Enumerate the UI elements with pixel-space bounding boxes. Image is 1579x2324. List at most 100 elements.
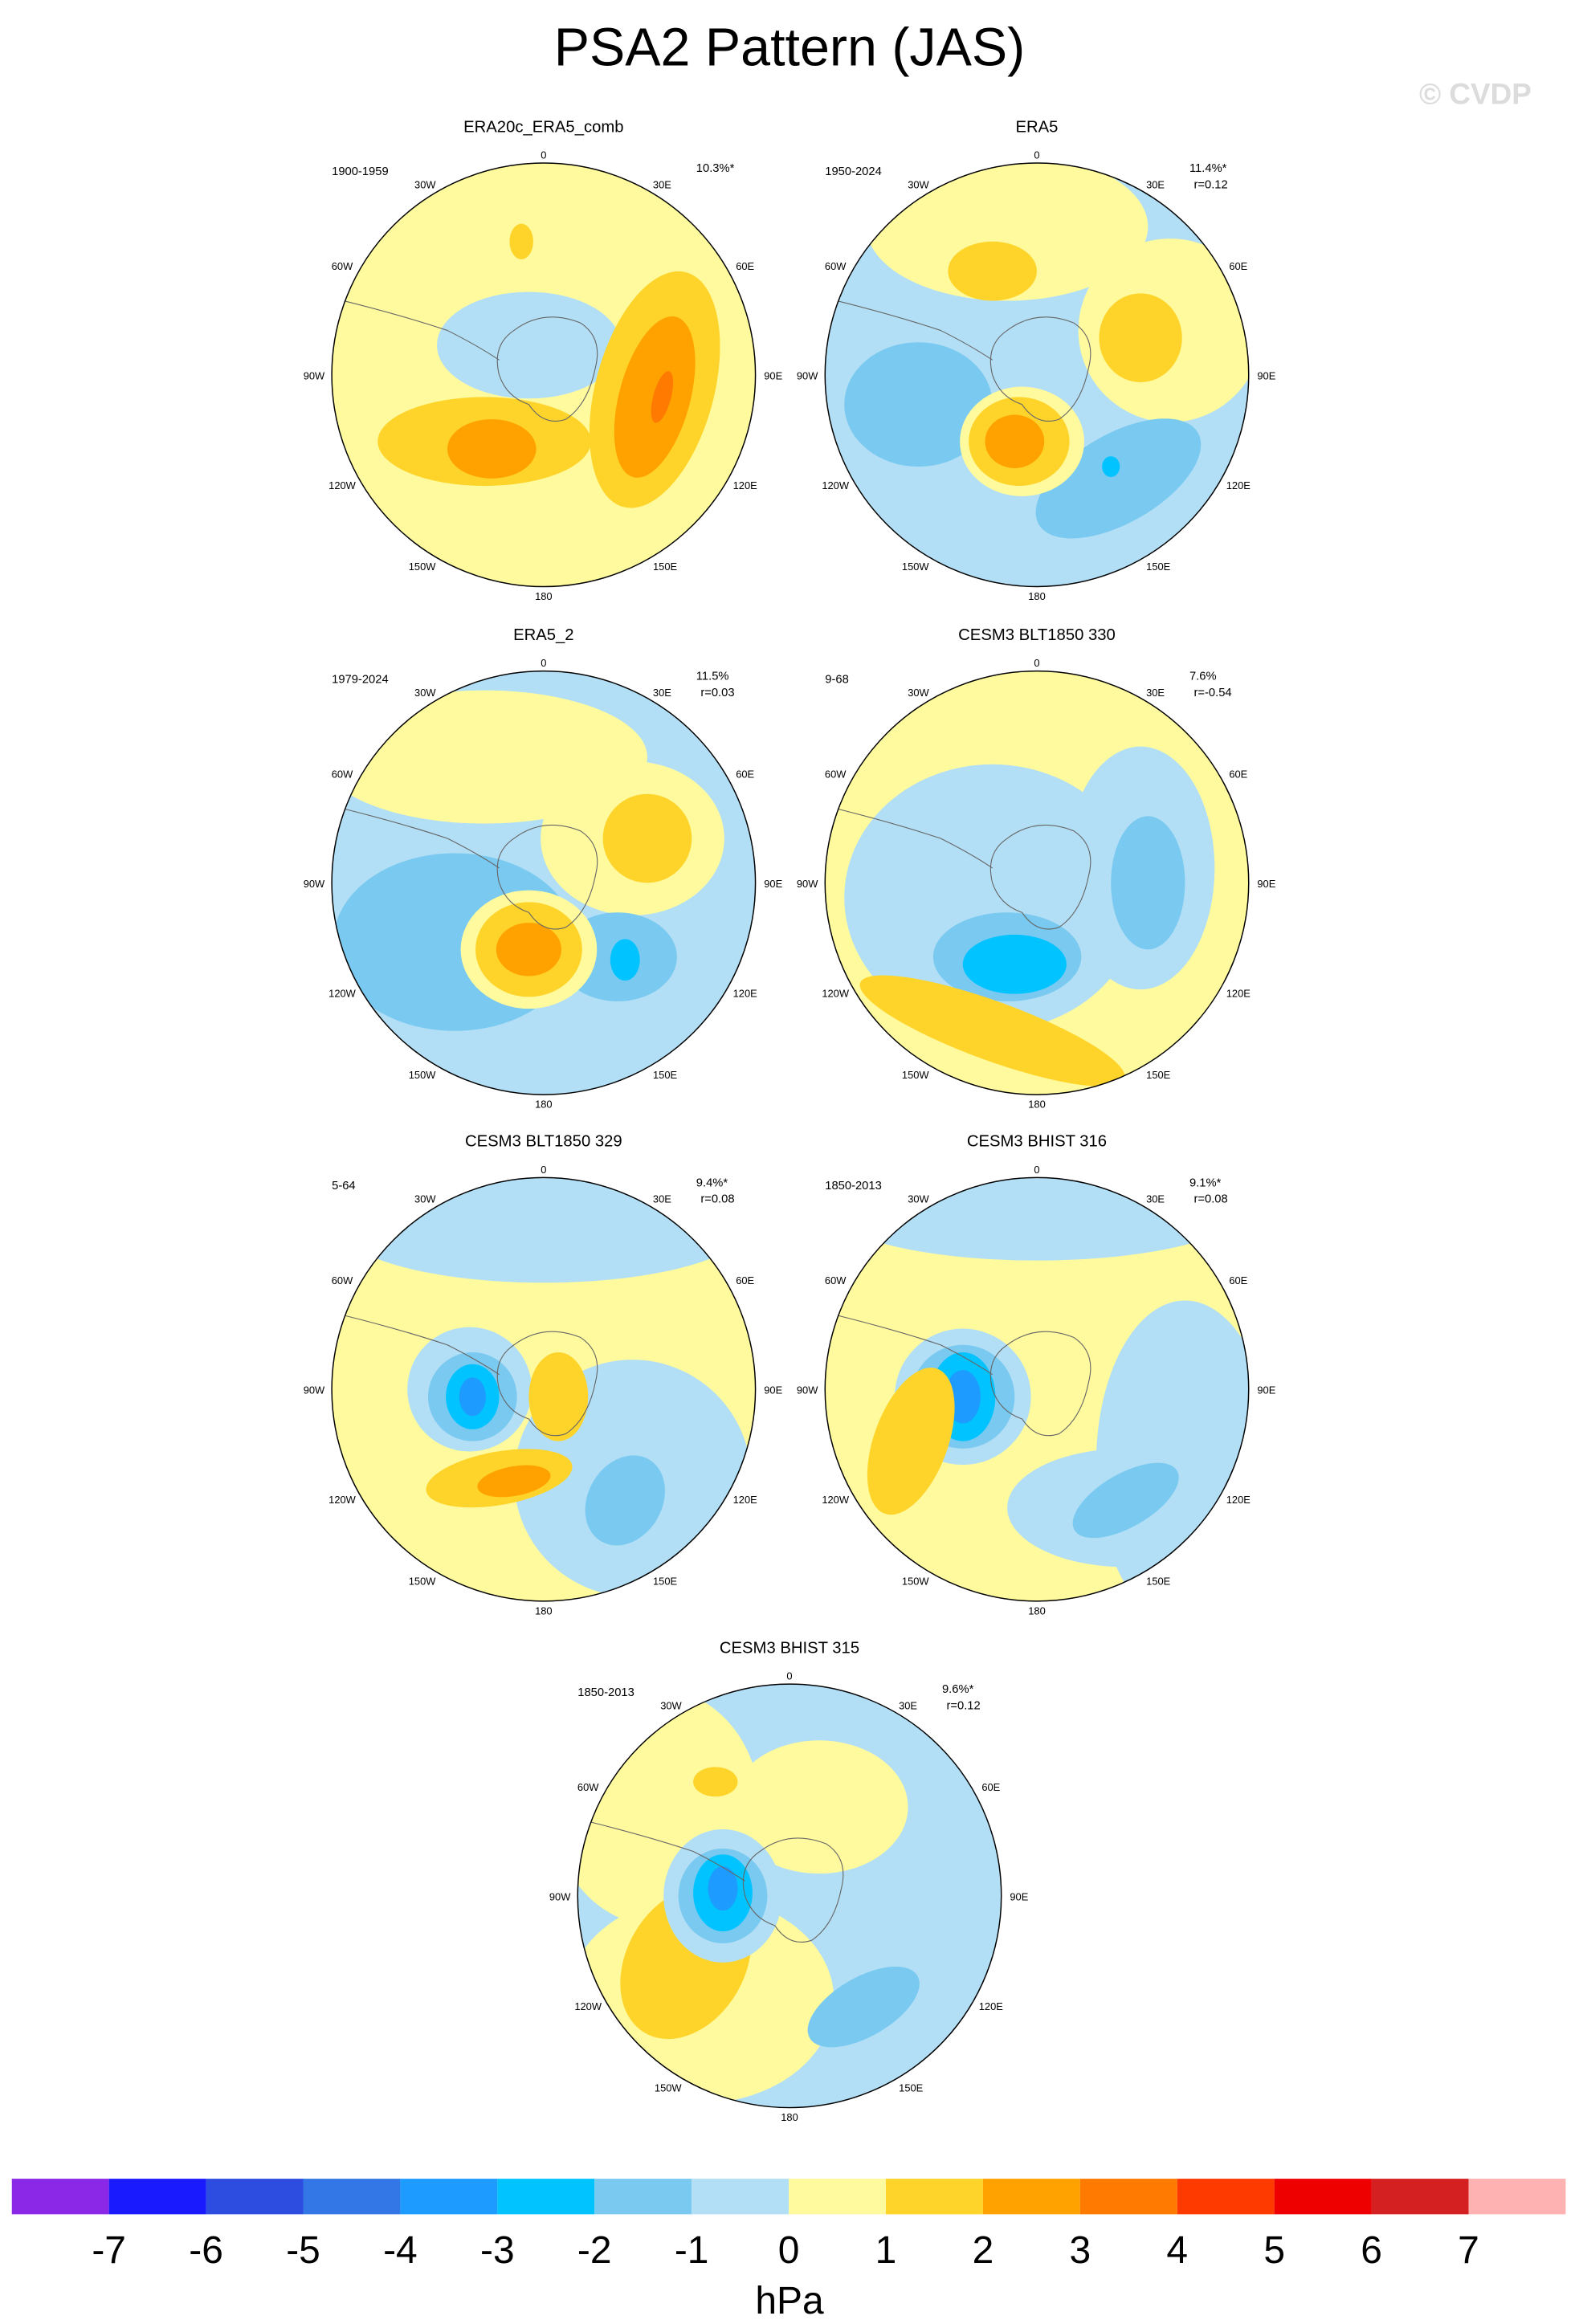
- longitude-label: 120W: [574, 2000, 602, 2012]
- colorbar-tick-label: -4: [383, 2229, 418, 2272]
- coastline: [836, 808, 993, 869]
- map-border: [331, 670, 757, 1095]
- colorbar-label: hPa: [755, 2280, 824, 2322]
- longitude-label: 120E: [733, 1494, 758, 1506]
- contour-region: [509, 223, 533, 259]
- longitude-label: 60W: [577, 1781, 599, 1793]
- longitude-label: 30E: [899, 1699, 917, 1711]
- panel-period: 1850-2013: [577, 1686, 634, 1699]
- colorbar-box: [400, 2179, 498, 2215]
- longitude-label: 180: [535, 1604, 553, 1617]
- contour-region: [602, 793, 692, 883]
- longitude-label: 150E: [1146, 1069, 1171, 1081]
- longitude-label: 30W: [414, 1193, 436, 1205]
- map-field: [332, 671, 756, 1095]
- map-field: [577, 1684, 1002, 2108]
- longitude-label: 60W: [332, 260, 353, 272]
- map-border: [824, 670, 1250, 1095]
- colorbar-tick-label: 2: [973, 2229, 994, 2272]
- longitude-label: 60E: [736, 1274, 754, 1286]
- coastline: [989, 824, 1091, 930]
- coastline: [989, 316, 1091, 422]
- panel-title: ERA5_2: [513, 626, 573, 644]
- longitude-label: 150E: [653, 1576, 678, 1588]
- longitude-label: 150E: [1146, 1576, 1171, 1588]
- longitude-label: 90W: [797, 1384, 818, 1396]
- panel-correlation: r=0.08: [1193, 1193, 1227, 1206]
- map-panel: ERA20c_ERA5_comb 1900-1959 10.3%* 0 30E 60E 90…: [304, 118, 783, 602]
- longitude-label: 60W: [332, 768, 353, 780]
- coastline: [589, 1821, 745, 1882]
- map-panel: CESM3 BLT1850 329 5-64 9.4%* r=0.08 0 30E 60E 9…: [304, 1133, 783, 1617]
- longitude-label: 60W: [332, 1274, 353, 1286]
- colorbar-tick-label: 5: [1263, 2229, 1285, 2272]
- longitude-label: 120E: [979, 2000, 1004, 2012]
- panel-title: CESM3 BLT1850 330: [958, 626, 1116, 644]
- longitude-label: 60E: [736, 260, 754, 272]
- panel-period: 1950-2024: [825, 165, 882, 178]
- contour-region: [459, 1377, 486, 1417]
- map-panel: CESM3 BLT1850 330 9-68 7.6% r=-0.54 0 30E 60E 9…: [797, 626, 1276, 1111]
- colorbar-tick-label: 6: [1361, 2229, 1382, 2272]
- longitude-label: 150E: [653, 561, 678, 573]
- longitude-label: 60E: [981, 1781, 1000, 1793]
- colorbar-tick-label: -5: [286, 2229, 320, 2272]
- longitude-label: 90W: [304, 369, 325, 381]
- colorbar-box: [1468, 2179, 1566, 2215]
- longitude-label: 90W: [304, 878, 325, 890]
- longitude-label: 0: [541, 149, 546, 161]
- longitude-label: 120W: [822, 987, 850, 999]
- panel-title: ERA5: [1016, 118, 1059, 136]
- contour-region: [1035, 418, 1202, 539]
- coastline: [989, 1331, 1091, 1437]
- longitude-label: 90E: [1257, 369, 1275, 381]
- colorbar-tick-label: 0: [778, 2229, 800, 2272]
- longitude-label: 180: [1028, 1099, 1046, 1111]
- map-field: [825, 671, 1249, 1095]
- longitude-label: 90E: [764, 1384, 782, 1396]
- coastline: [496, 824, 598, 930]
- longitude-label: 30E: [653, 1193, 671, 1205]
- panel-correlation: r=0.03: [700, 687, 734, 699]
- colorbar-box: [206, 2179, 304, 2215]
- contour-region: [866, 163, 1149, 301]
- contour-region: [708, 1865, 738, 1911]
- contour-region: [867, 1368, 955, 1515]
- longitude-label: 120E: [733, 987, 758, 999]
- longitude-label: 30E: [1146, 1193, 1165, 1205]
- contour-region: [651, 371, 674, 423]
- colorbar-tick-label: 7: [1458, 2229, 1479, 2272]
- longitude-label: 150E: [1146, 561, 1171, 573]
- longitude-label: 90W: [549, 1890, 571, 1902]
- colorbar-tick-label: -2: [577, 2229, 612, 2272]
- panel-period: 1850-2013: [825, 1180, 882, 1193]
- contour-region: [1111, 816, 1185, 950]
- contour-region: [496, 923, 561, 976]
- longitude-label: 120E: [1226, 479, 1251, 491]
- contour-region: [693, 1767, 738, 1797]
- longitude-label: 90E: [1257, 878, 1275, 890]
- colorbar-box: [303, 2179, 401, 2215]
- map-border: [824, 162, 1250, 588]
- colorbar-box: [692, 2179, 790, 2215]
- colorbar-box: [108, 2179, 206, 2215]
- longitude-label: 120E: [1226, 987, 1251, 999]
- panel-percent: 10.3%*: [696, 162, 735, 175]
- panel-correlation: r=0.12: [1193, 178, 1227, 191]
- longitude-label: 150E: [653, 1069, 678, 1081]
- contour-region: [844, 342, 993, 467]
- panel-period: 1900-1959: [332, 165, 389, 178]
- contour-region: [477, 1465, 551, 1498]
- figure-title: PSA2 Pattern (JAS): [554, 18, 1026, 77]
- coastline: [343, 1315, 500, 1376]
- longitude-label: 0: [1034, 657, 1039, 669]
- longitude-label: 30E: [653, 687, 671, 699]
- map-border: [331, 162, 757, 588]
- colorbar-tick-label: 4: [1166, 2229, 1188, 2272]
- longitude-label: 30E: [1146, 178, 1165, 190]
- longitude-label: 120W: [822, 1494, 850, 1506]
- contour-region: [1099, 293, 1182, 382]
- colorbar-tick-label: -3: [480, 2229, 515, 2272]
